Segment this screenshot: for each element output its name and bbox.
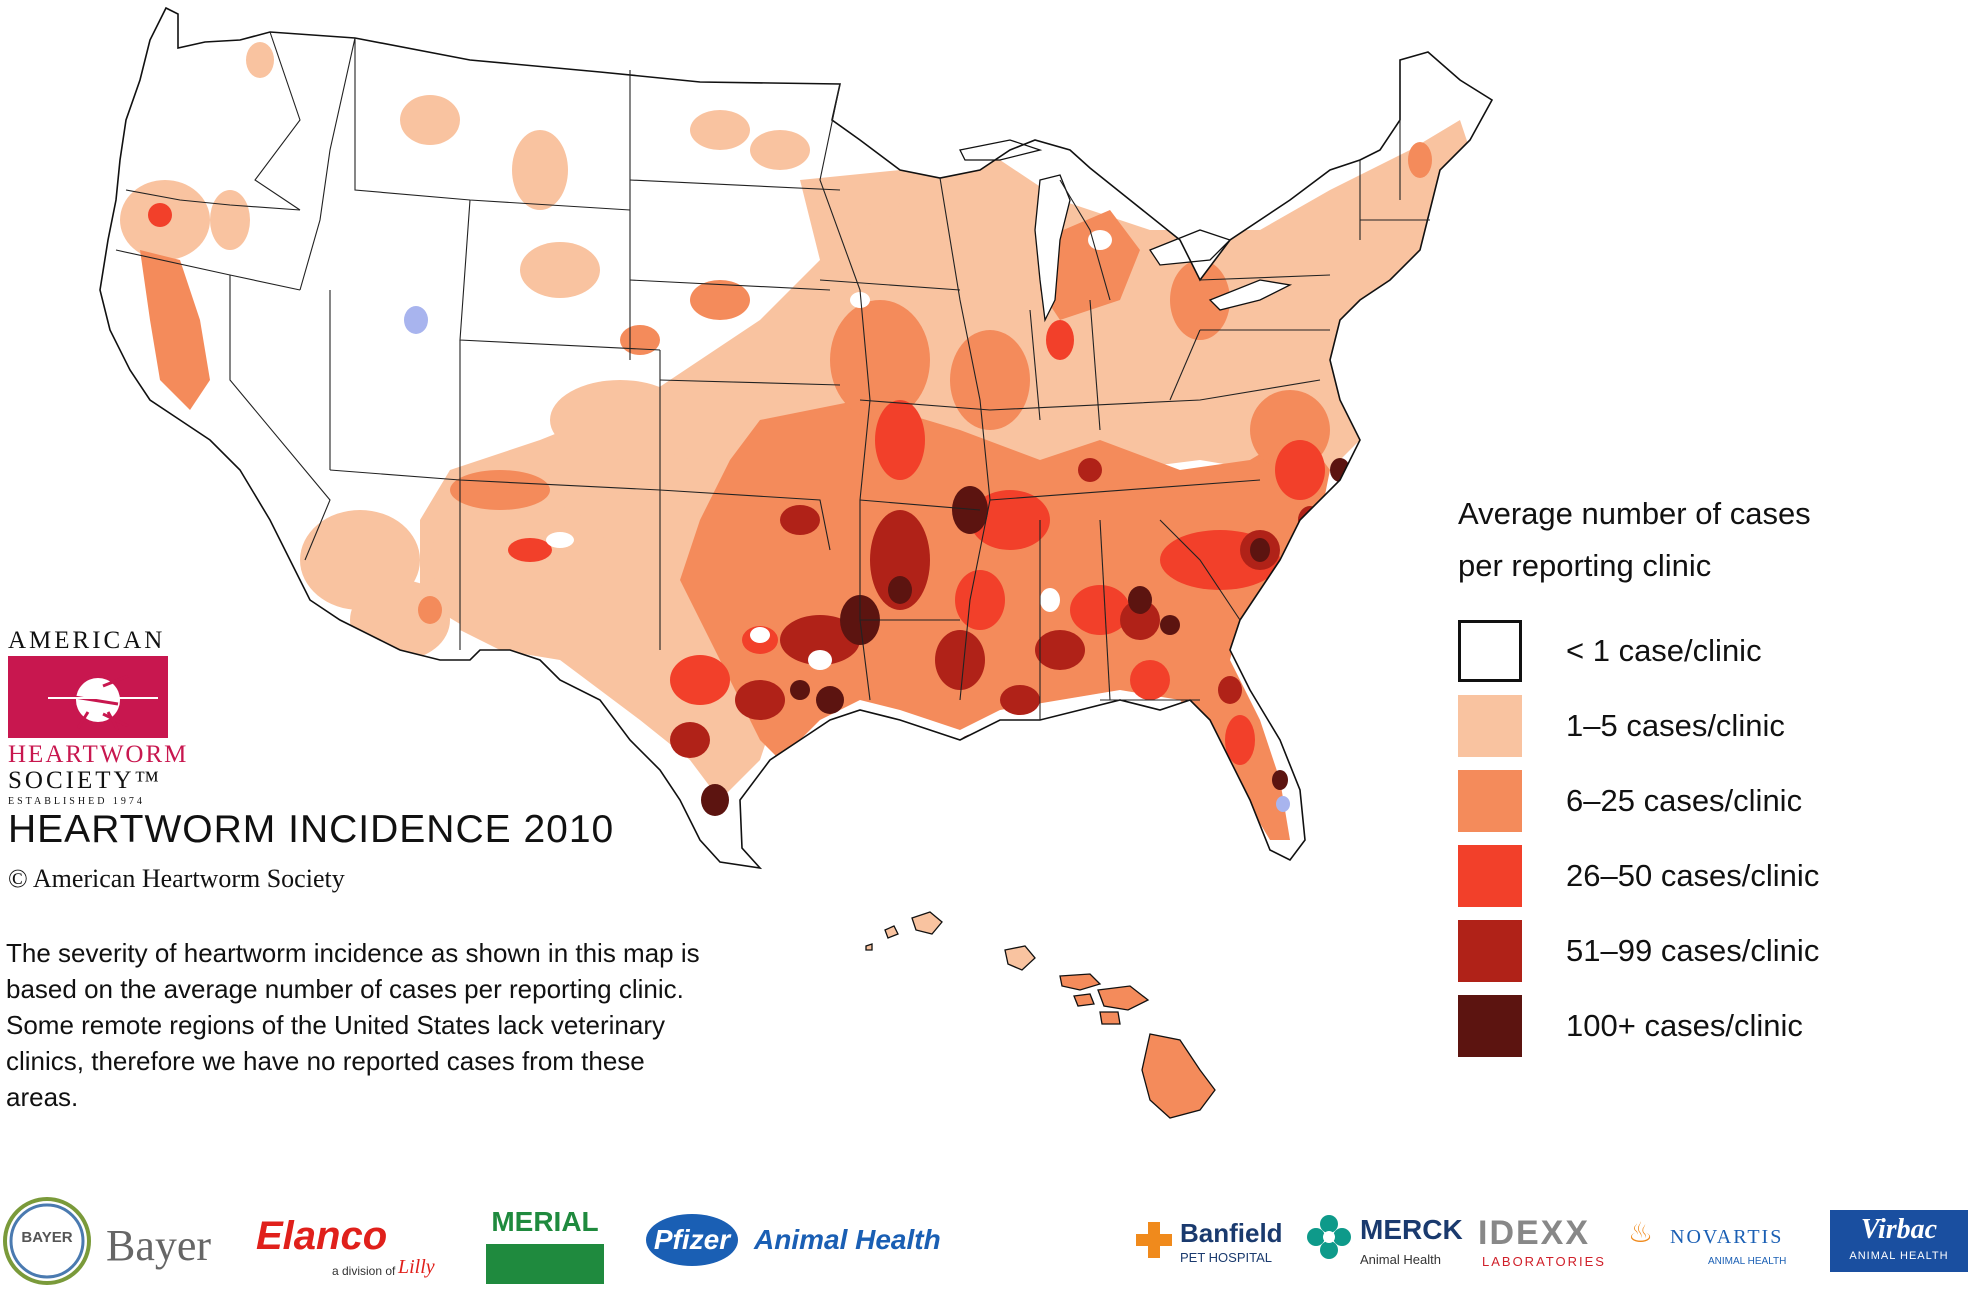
banfield-sub: PET HOSPITAL (1180, 1250, 1272, 1265)
merck-icon (1306, 1214, 1352, 1260)
legend-item-1-5: 1–5 cases/clinic (1458, 695, 1785, 757)
ahs-logo-established: ESTABLISHED 1974 (8, 796, 145, 807)
ahs-logo-society: SOCIETY™ (8, 767, 163, 794)
idexx-logo: IDEXX (1478, 1214, 1591, 1252)
legend-swatch (1458, 770, 1522, 832)
novartis-logo: NOVARTIS (1670, 1226, 1784, 1248)
pfizer-sub: Animal Health (754, 1224, 941, 1255)
pfizer-badge: Pfizer (646, 1214, 738, 1266)
novartis-flame-icon: ♨ (1628, 1217, 1654, 1248)
banfield-plus-icon (1136, 1222, 1172, 1258)
ahs-logo-american: AMERICAN (8, 627, 166, 654)
bayer-cross-text: BAYER (21, 1229, 73, 1246)
merck-sub: Animal Health (1360, 1252, 1441, 1267)
legend-title-line1: Average number of cases (1458, 496, 1811, 531)
legend-label: 6–25 cases/clinic (1566, 783, 1803, 818)
novartis-sub: ANIMAL HEALTH (1708, 1256, 1787, 1267)
lilly-logo: Lilly (398, 1256, 435, 1278)
map-legend: Average number of cases per reporting cl… (1458, 488, 1918, 1057)
pfizer-text: Pfizer (653, 1224, 731, 1255)
virbac-logo: Virbac ANIMAL HEALTH (1830, 1210, 1968, 1272)
legend-swatch (1458, 620, 1522, 682)
banfield-logo: Banfield (1180, 1218, 1283, 1248)
legend-swatch (1458, 845, 1522, 907)
legend-swatch (1458, 695, 1522, 757)
ahs-logo-heartworm: HEARTWORM (8, 741, 189, 768)
elanco-logo: Elanco (256, 1214, 388, 1258)
mosquito-icon (48, 674, 158, 731)
elanco-sub: a division of (332, 1264, 396, 1278)
legend-swatch (1458, 995, 1522, 1057)
merial-logo: MERIAL (486, 1198, 604, 1284)
legend-label: 51–99 cases/clinic (1566, 933, 1820, 968)
legend-label: 26–50 cases/clinic (1566, 858, 1820, 893)
legend-item-26-50: 26–50 cases/clinic (1458, 845, 1819, 907)
ahs-logo: AMERICAN HEARTWORM SOCIETY™ ESTABLISHED … (8, 627, 189, 807)
map-description: The severity of heartworm incidence as s… (6, 938, 700, 1112)
legend-label: 1–5 cases/clinic (1566, 708, 1785, 743)
legend-title-line2: per reporting clinic (1458, 548, 1712, 583)
legend-label: 100+ cases/clinic (1566, 1008, 1803, 1043)
legend-label: < 1 case/clinic (1566, 633, 1762, 668)
copyright-notice: © American Heartworm Society (8, 864, 345, 893)
legend-swatch (1458, 920, 1522, 982)
virbac-sub: ANIMAL HEALTH (1849, 1250, 1949, 1262)
page-title: HEARTWORM INCIDENCE 2010 (8, 808, 615, 851)
legend-item-lt1: < 1 case/clinic (1458, 620, 1762, 682)
legend-item-100-plus: 100+ cases/clinic (1458, 995, 1803, 1057)
bayer-logo: Bayer (106, 1221, 212, 1270)
virbac-text: Virbac (1860, 1214, 1938, 1245)
legend-item-6-25: 6–25 cases/clinic (1458, 770, 1802, 832)
sponsor-logos: BAYER Bayer Elanco a division of Lilly M… (0, 1186, 1973, 1296)
bayer-cross-icon: BAYER (2, 1196, 92, 1286)
idexx-sub: LABORATORIES (1482, 1254, 1606, 1269)
merial-text: MERIAL (491, 1206, 599, 1237)
ahs-logo-banner (8, 656, 168, 738)
merck-logo: MERCK (1360, 1214, 1463, 1245)
legend-item-51-99: 51–99 cases/clinic (1458, 920, 1819, 982)
